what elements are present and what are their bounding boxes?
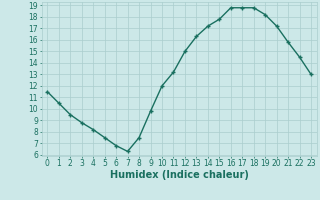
X-axis label: Humidex (Indice chaleur): Humidex (Indice chaleur)	[110, 170, 249, 180]
